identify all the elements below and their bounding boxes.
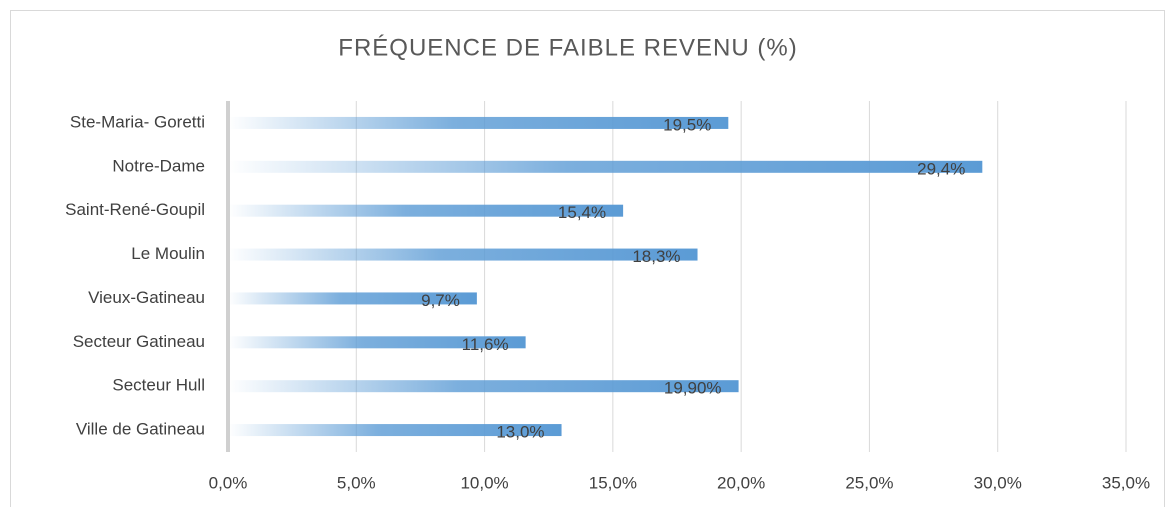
x-tick-label: 0,0% bbox=[209, 473, 248, 492]
x-tick-label: 25,0% bbox=[845, 473, 893, 492]
data-label: 19,5% bbox=[663, 115, 711, 134]
x-tick-label: 20,0% bbox=[717, 473, 765, 492]
y-tick-label: Secteur Gatineau bbox=[73, 332, 205, 351]
data-label: 18,3% bbox=[632, 247, 680, 266]
x-tick-label: 15,0% bbox=[589, 473, 637, 492]
data-label: 9,7% bbox=[421, 291, 460, 310]
bar bbox=[228, 204, 624, 217]
bar bbox=[228, 424, 562, 437]
x-tick-label: 10,0% bbox=[460, 473, 508, 492]
bar bbox=[228, 380, 739, 393]
y-tick-label: Secteur Hull bbox=[112, 376, 205, 395]
chart-title: FRÉQUENCE DE FAIBLE REVENU (%) bbox=[338, 34, 797, 61]
x-tick-label: 35,0% bbox=[1102, 473, 1150, 492]
data-label: 19,90% bbox=[664, 379, 722, 398]
y-tick-label: Ville de Gatineau bbox=[76, 420, 205, 439]
y-tick-label: Vieux-Gatineau bbox=[88, 288, 205, 307]
bar bbox=[228, 292, 477, 305]
bar bbox=[228, 336, 526, 349]
bar bbox=[228, 116, 729, 129]
data-label: 11,6% bbox=[462, 335, 509, 354]
x-tick-label: 5,0% bbox=[337, 473, 376, 492]
data-label: 13,0% bbox=[496, 423, 544, 442]
data-label: 29,4% bbox=[917, 159, 965, 178]
y-tick-label: Le Moulin bbox=[131, 244, 205, 263]
x-tick-label: 30,0% bbox=[974, 473, 1022, 492]
y-tick-label: Ste-Maria- Goretti bbox=[70, 112, 205, 131]
data-label: 15,4% bbox=[558, 203, 606, 222]
y-tick-label: Notre-Dame bbox=[112, 156, 205, 175]
bar bbox=[228, 160, 983, 173]
y-tick-label: Saint-René-Goupil bbox=[65, 200, 205, 219]
bar bbox=[228, 248, 698, 261]
